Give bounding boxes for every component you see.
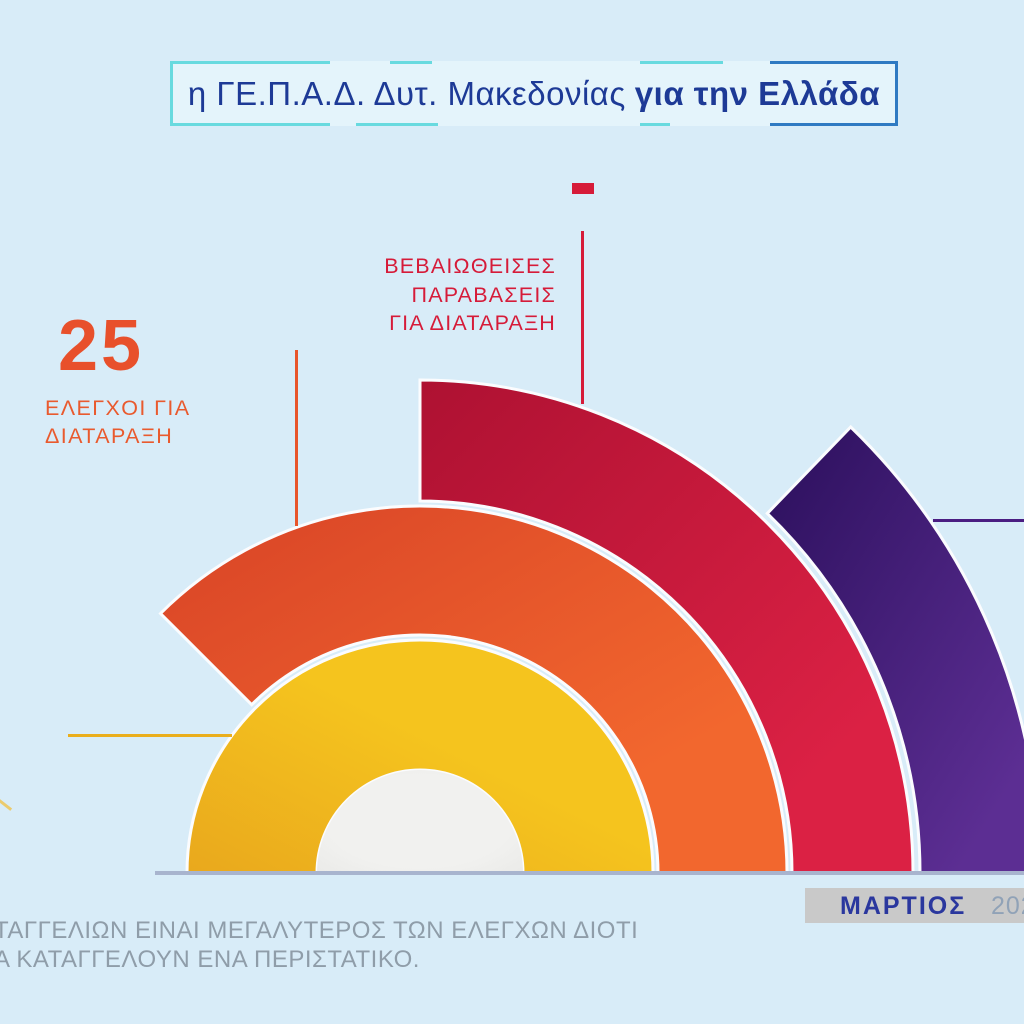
arc-center-circle <box>317 770 523 873</box>
footnote-line2: Α ΚΑΤΑΓΓΕΛΟΥΝ ΕΝΑ ΠΕΡΙΣΤΑΤΙΚΟ. <box>0 946 420 973</box>
date-month: ΜΑΡΤΙΟΣ <box>840 892 967 920</box>
title-border-segment <box>170 123 330 126</box>
baseline-axis <box>155 871 1024 875</box>
date-year: 202 <box>991 892 1024 920</box>
footnote-line1: ΤΑΓΓΕΛΙΩΝ ΕΙΝΑΙ ΜΕΓΑΛΥΤΕΡΟΣ ΤΩΝ ΕΛΕΓΧΩΝ … <box>0 917 639 944</box>
title-border-segment <box>390 61 432 64</box>
checks-label: ΕΛΕΓΧΟΙ ΓΙΑ ΔΙΑΤΑΡΑΞΗ <box>45 394 190 450</box>
title-border-segment <box>640 123 670 126</box>
violations-label-line3: ΓΙΑ ΔΙΑΤΑΡΑΞΗ <box>389 311 556 335</box>
purple-leader-line <box>933 519 1024 522</box>
title-border-segment <box>640 61 723 64</box>
checks-label-line1: ΕΛΕΓΧΟΙ ΓΙΑ <box>45 396 191 420</box>
violations-label-line1: ΒΕΒΑΙΩΘΕΙΣΕΣ <box>384 254 556 278</box>
title-border-left-bracket <box>170 61 173 126</box>
title-border-segment <box>356 123 438 126</box>
red-leader-line <box>581 231 584 404</box>
title-emphasis: για την Ελλάδα <box>634 74 881 112</box>
footnote: ΤΑΓΓΕΛΙΩΝ ΕΙΝΑΙ ΜΕΓΑΛΥΤΕΡΟΣ ΤΩΝ ΕΛΕΓΧΩΝ … <box>0 916 638 974</box>
orange-leader-line <box>295 350 298 526</box>
title-border-segment <box>170 61 330 64</box>
arc-orange <box>158 504 789 875</box>
date-badge: ΜΑΡΤΙΟΣ 202 <box>805 888 1024 923</box>
yellow-leader-line <box>68 734 232 737</box>
arc-red <box>418 378 915 875</box>
page-title: η ΓΕ.Π.Α.Δ. Δυτ. Μακεδονίας για την Ελλά… <box>170 61 898 126</box>
arc-purple <box>765 424 1024 875</box>
violations-label: ΒΕΒΑΙΩΘΕΙΣΕΣ ΠΑΡΑΒΑΣΕΙΣ ΓΙΑ ΔΙΑΤΑΡΑΞΗ <box>330 252 556 338</box>
title-border-segment <box>770 61 898 64</box>
checks-count: 25 <box>58 306 145 386</box>
title-border-segment <box>770 123 898 126</box>
red-dash-mark <box>572 183 594 194</box>
title-banner: η ΓΕ.Π.Α.Δ. Δυτ. Μακεδονίας για την Ελλά… <box>170 61 898 126</box>
checks-label-line2: ΔΙΑΤΑΡΑΞΗ <box>45 424 174 448</box>
title-border-right-bracket <box>895 61 898 126</box>
title-prefix: η ΓΕ.Π.Α.Δ. Δυτ. Μακεδονίας <box>187 74 626 112</box>
violations-label-line2: ΠΑΡΑΒΑΣΕΙΣ <box>411 282 556 307</box>
